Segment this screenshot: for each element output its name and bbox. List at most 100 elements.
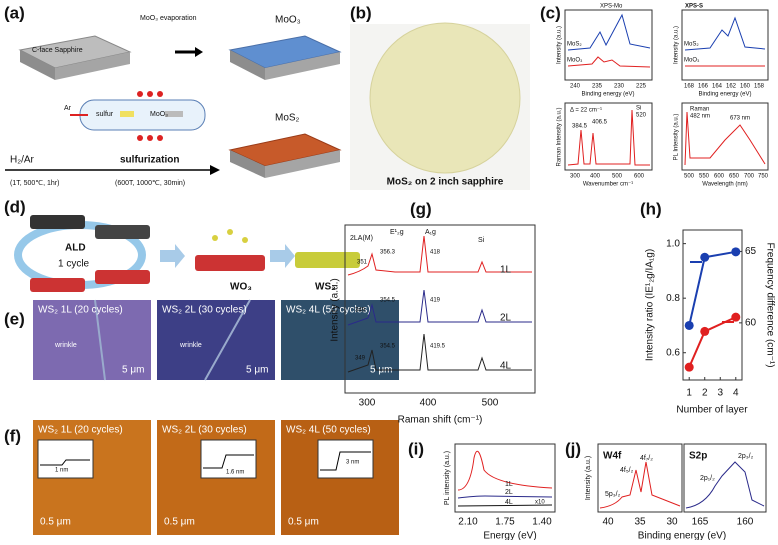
tick-label: 160 — [737, 517, 754, 528]
label: H₂/Ar — [10, 155, 35, 166]
tick-label: 166 — [698, 84, 709, 90]
peak-label: 351 — [357, 260, 368, 266]
axis-label: Binding energy (eV) — [698, 92, 751, 98]
image-title: WS₂ 1L (20 cycles) — [38, 305, 123, 316]
spectra — [564, 9, 769, 171]
mode-label: Si — [478, 237, 485, 244]
label: MoO₃ evaporation — [140, 15, 197, 22]
label: XPS-S — [685, 4, 703, 10]
label: 1 cycle — [58, 259, 90, 270]
tick-label: 1.75 — [495, 517, 515, 528]
scale-bar: 5 μm — [246, 365, 268, 376]
axis-label: Frequency difference (cm⁻¹) — [764, 242, 775, 367]
label: (1T, 500℃, 1hr) — [10, 180, 60, 187]
data-point — [731, 247, 741, 257]
tick-label: 230 — [614, 84, 625, 90]
tick-label: 650 — [729, 174, 740, 180]
label: MoS₂ — [275, 113, 300, 124]
label: Ar — [64, 105, 72, 112]
tick-label: 550 — [699, 174, 710, 180]
series-label: 1L — [500, 265, 512, 276]
annotation: wrinkle — [179, 342, 202, 349]
scale-bar: 0.5 μm — [164, 517, 195, 528]
panel-title: W4f — [603, 451, 622, 462]
label: ALD — [65, 243, 86, 254]
peak-label: 4f₇/₂ — [640, 455, 653, 462]
axis-label: Wavelength (nm) — [702, 182, 747, 188]
tick-label: 300 — [359, 398, 376, 409]
label: WO₃ — [230, 282, 252, 293]
label: sulfurization — [120, 155, 179, 166]
panel-label: (a) — [4, 3, 25, 22]
panel-label: (h) — [640, 199, 662, 218]
axis-label: Intensity ratio (IE¹₂g/IA₁g) — [645, 249, 656, 361]
data-point — [700, 326, 710, 336]
micrograph — [157, 300, 275, 380]
label: XPS-Mo — [600, 4, 623, 10]
tick-label: 40 — [602, 517, 614, 528]
height-profile — [40, 451, 371, 471]
y2-tick-label: 60 — [745, 317, 757, 328]
tick-label: 168 — [684, 84, 695, 90]
series-label: 2L — [500, 313, 512, 324]
tick-label: 700 — [744, 174, 755, 180]
tick-label: 35 — [634, 517, 646, 528]
mode-label: A₁g — [425, 229, 436, 236]
axis-label: Raman Intensity (a.u.) — [557, 107, 563, 166]
tick-label: 160 — [740, 84, 751, 90]
peak-label: 4f₅/₂ — [620, 467, 634, 474]
y-tick-label: 0.8 — [666, 293, 680, 304]
image-title: WS₂ 4L (50 cycles) — [286, 425, 371, 436]
peak-label: 356.3 — [380, 250, 396, 256]
image-title: WS₂ 2L (30 cycles) — [162, 305, 247, 316]
axis-label: Intensity (a.u.) — [330, 278, 341, 341]
annotation: 3 nm — [346, 460, 359, 466]
tick-label: 162 — [726, 84, 737, 90]
tick-label: 600 — [634, 174, 645, 180]
peak-label: 419.5 — [430, 344, 446, 350]
axis-label: PL Intensity (a.u.) — [674, 114, 680, 161]
axis-label: Wavenumber cm⁻¹ — [583, 182, 633, 188]
data-point — [684, 320, 694, 330]
peak-label: 349 — [355, 356, 366, 362]
peak-label: 354.5 — [380, 298, 396, 304]
schematic — [14, 215, 360, 292]
y-tick-label: 1.0 — [666, 238, 680, 249]
annotation: x10 — [535, 500, 545, 506]
label: MoO₃ — [275, 15, 301, 26]
schematic — [5, 35, 342, 178]
peak-label: 418 — [430, 250, 441, 256]
tick-label: 500 — [684, 174, 695, 180]
tick-label: 164 — [712, 84, 723, 90]
image-title: WS₂ 4L (50 cycles) — [286, 305, 371, 316]
annotation: wrinkle — [54, 342, 77, 349]
annotation: 520 — [636, 113, 647, 119]
spectra — [597, 443, 767, 513]
axis-label: Intensity (a.u.) — [674, 26, 680, 64]
wafer — [369, 22, 521, 174]
scale-bar: 0.5 μm — [40, 517, 71, 528]
series-label: 4L — [500, 361, 512, 372]
label: (600T, 1000℃, 30min) — [115, 180, 185, 187]
label: MoS₂ — [684, 42, 699, 48]
annotation: Si — [636, 106, 641, 112]
annotation: 673 nm — [730, 116, 750, 122]
scale-bar: 0.5 μm — [288, 517, 319, 528]
data-point — [731, 312, 741, 322]
caption: MoS₂ on 2 inch sapphire — [387, 177, 504, 188]
axis-label: PL intensity (a.u.) — [444, 451, 451, 505]
image-title: WS₂ 1L (20 cycles) — [38, 425, 123, 436]
peak-label: 419 — [430, 298, 441, 304]
spectra — [344, 224, 536, 394]
x-tick-label: 4 — [733, 388, 739, 399]
x-tick-label: 1 — [686, 388, 692, 399]
data-point — [700, 252, 710, 262]
axis-label: Energy (eV) — [483, 531, 536, 540]
axis-label: Raman shift (cm⁻¹) — [398, 415, 483, 426]
micrograph — [33, 300, 151, 380]
series-label: 4L — [505, 499, 513, 506]
inset — [200, 439, 257, 479]
axis-label: Binding energy (eV) — [581, 92, 634, 98]
tick-label: 235 — [592, 84, 603, 90]
